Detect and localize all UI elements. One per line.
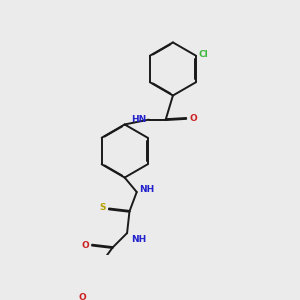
Text: S: S [100, 203, 106, 212]
Text: Cl: Cl [199, 50, 208, 59]
Text: NH: NH [131, 236, 146, 244]
Text: O: O [189, 114, 197, 123]
Text: O: O [81, 241, 89, 250]
Text: O: O [79, 293, 86, 300]
Text: NH: NH [140, 185, 155, 194]
Text: HN: HN [130, 115, 146, 124]
